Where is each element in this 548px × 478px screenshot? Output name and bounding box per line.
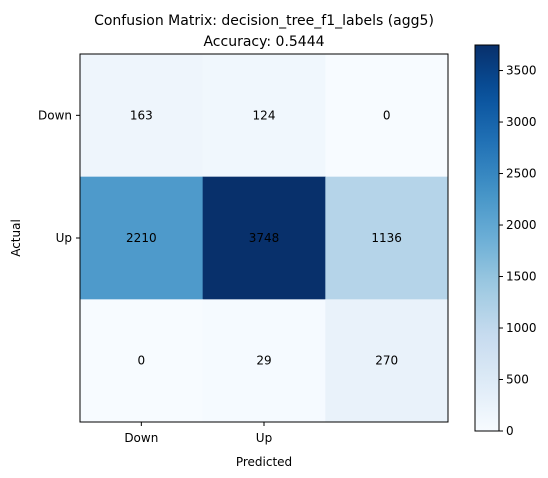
colorbar (474, 44, 500, 432)
y-tick-label: Down (38, 108, 72, 122)
colorbar-tick-label: 2500 (506, 167, 537, 181)
x-tick-label: Down (124, 431, 158, 445)
chart-subtitle: Accuracy: 0.5444 (203, 34, 324, 50)
heatmap-cell (202, 176, 326, 300)
cell-value-label: 29 (256, 354, 271, 368)
x-axis-label: Predicted (236, 455, 292, 469)
heatmap-cell (325, 176, 449, 300)
colorbar-tick-label: 0 (506, 424, 514, 438)
colorbar-tick-label: 2000 (506, 218, 537, 232)
cell-value-label: 0 (383, 108, 391, 122)
heatmap-cell (325, 299, 449, 423)
colorbar-tick-label: 3000 (506, 115, 537, 129)
colorbar-tick-label: 3500 (506, 64, 537, 78)
cell-value-label: 270 (375, 354, 398, 368)
heatmap-cell (202, 299, 326, 423)
y-tick-label: Up (56, 231, 72, 245)
colorbar-tick-label: 500 (506, 373, 529, 387)
heatmap-cell (202, 54, 326, 178)
cell-value-label: 163 (130, 108, 153, 122)
y-axis-label: Actual (9, 219, 23, 257)
heatmap-cell (80, 54, 204, 178)
cell-value-label: 124 (253, 108, 276, 122)
heatmap-cell (80, 299, 204, 423)
cell-value-label: 3748 (249, 231, 280, 245)
heatmap-cell (80, 176, 204, 300)
cell-value-label: 2210 (126, 231, 157, 245)
cell-value-label: 1136 (371, 231, 402, 245)
x-axis-ticks: Down Up (124, 422, 272, 445)
x-tick-label: Up (256, 431, 272, 445)
heatmap-cells (80, 54, 449, 423)
colorbar-tick-label: 1000 (506, 321, 537, 335)
chart-title: Confusion Matrix: decision_tree_f1_label… (94, 13, 434, 29)
colorbar-ticks: 0 500 1000 1500 2000 2500 3000 3500 (499, 64, 537, 438)
heatmap-cell-labels: 163 124 0 2210 3748 1136 0 29 270 (126, 108, 402, 367)
y-axis-ticks: Down Up (38, 108, 80, 245)
cell-value-label: 0 (138, 354, 146, 368)
colorbar-tick-label: 1500 (506, 270, 537, 284)
heatmap-cell (325, 54, 449, 178)
